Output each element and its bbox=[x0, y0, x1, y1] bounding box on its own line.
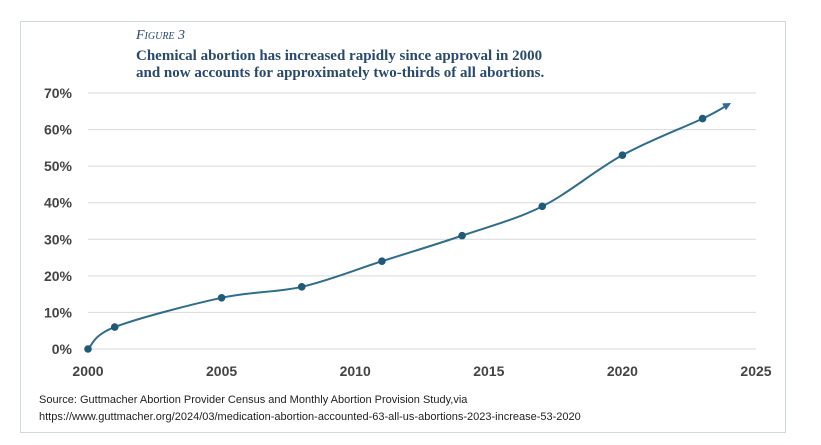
data-point bbox=[458, 231, 466, 240]
data-point bbox=[110, 323, 119, 331]
source-line-2: https://www.guttmacher.org/2024/03/medic… bbox=[39, 411, 581, 423]
y-tick-label: 50% bbox=[44, 158, 73, 174]
x-tick-label: 2000 bbox=[72, 363, 103, 379]
source-line-1: Source: Guttmacher Abortion Provider Cen… bbox=[39, 394, 468, 406]
data-point bbox=[538, 202, 547, 211]
chart-title-line-2: and now accounts for approximately two-t… bbox=[136, 65, 545, 81]
y-tick-label: 70% bbox=[44, 85, 73, 101]
figure-label: Figure 3 bbox=[136, 28, 186, 43]
y-tick-label: 20% bbox=[44, 268, 73, 284]
data-points bbox=[84, 114, 707, 353]
source-note: Source: Guttmacher Abortion Provider Cen… bbox=[39, 392, 581, 426]
y-tick-label: 10% bbox=[44, 304, 73, 320]
data-point bbox=[378, 257, 386, 266]
x-tick-label: 2020 bbox=[607, 363, 638, 379]
x-tick-label: 2025 bbox=[740, 363, 771, 379]
data-point bbox=[297, 283, 306, 291]
gridlines bbox=[88, 92, 756, 350]
x-tick-label: 2005 bbox=[206, 363, 237, 379]
chart-title: Chemical abortion has increased rapidly … bbox=[136, 48, 696, 82]
data-point bbox=[84, 345, 92, 353]
y-tick-label: 30% bbox=[44, 231, 73, 247]
data-point bbox=[698, 114, 707, 123]
y-tick-label: 0% bbox=[52, 341, 73, 357]
y-axis-tick-labels: 0% 10% 20% 30% 40% 50% 60% 70% bbox=[44, 85, 73, 357]
data-point bbox=[217, 294, 226, 302]
figure-frame bbox=[20, 21, 786, 433]
x-tick-label: 2010 bbox=[340, 363, 371, 379]
y-tick-label: 60% bbox=[44, 122, 73, 138]
y-tick-label: 40% bbox=[44, 195, 73, 211]
chart-title-line-1: Chemical abortion has increased rapidly … bbox=[136, 48, 543, 64]
series-line bbox=[87, 103, 732, 350]
x-tick-label: 2015 bbox=[473, 363, 504, 379]
data-point bbox=[618, 151, 627, 159]
data-series bbox=[87, 103, 732, 350]
x-axis-tick-labels: 2000 2005 2010 2015 2020 2025 bbox=[72, 363, 771, 379]
